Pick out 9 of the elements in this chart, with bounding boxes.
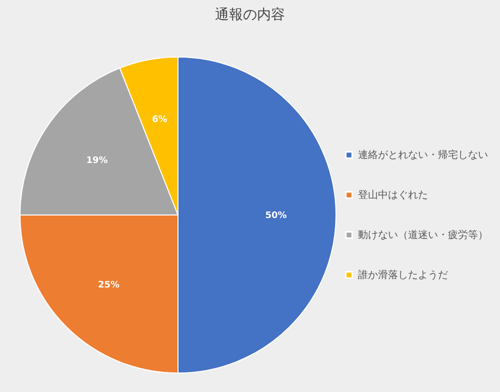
legend-label: 誰か滑落したようだ (358, 269, 448, 281)
data-label: 25% (98, 280, 120, 290)
data-label: 50% (265, 211, 287, 221)
legend-label: 登山中はぐれた (358, 189, 428, 201)
legend-label: 動けない（道迷い・疲労等） (358, 229, 488, 241)
legend-label: 連絡がとれない・帰宅しない (358, 149, 488, 161)
data-label: 19% (86, 156, 108, 166)
data-label: 6% (152, 114, 168, 125)
chart-title: 通報の内容 (215, 7, 285, 23)
